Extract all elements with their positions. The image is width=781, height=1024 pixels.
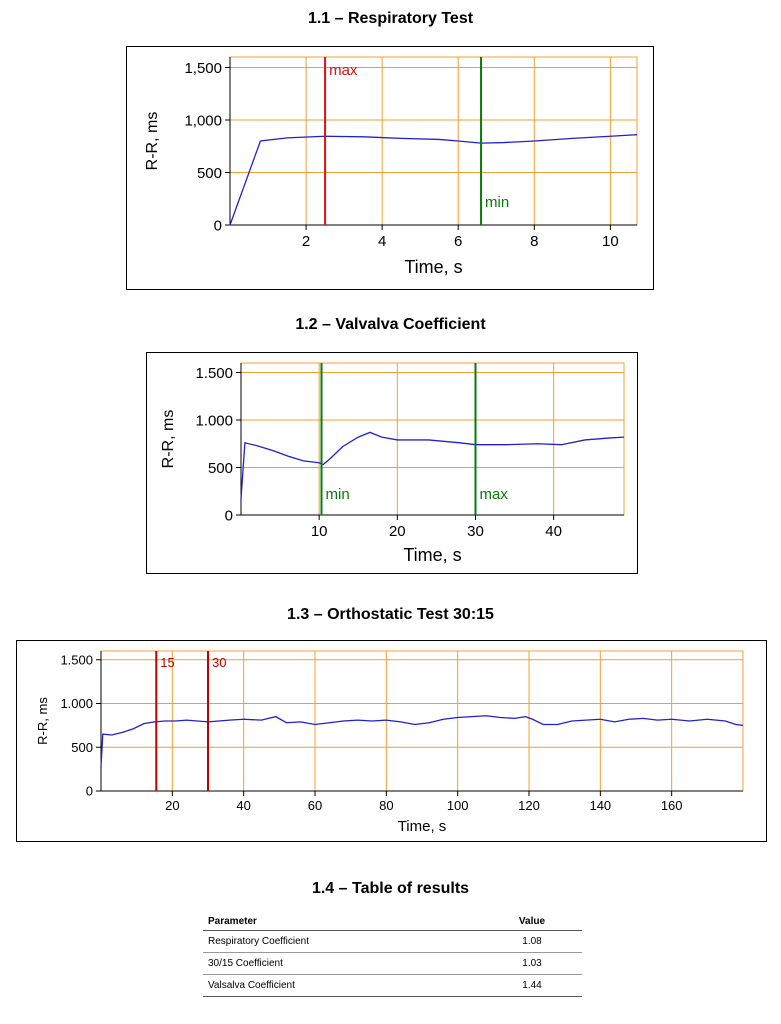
valsalva-chart: 0 500 1.000 1.500 10 20 30 40 Time, s R-R, ms min m… (160, 362, 625, 565)
results-table: Parameter Value Respiratory Coefficient … (203, 913, 582, 997)
chart-1-panel: 0 500 1,000 1,500 2 4 6 8 10 Time, s R-R, ms max min (126, 46, 654, 290)
x-tick-label: 20 (165, 798, 179, 813)
y-tick-label: 1.500 (195, 365, 233, 382)
row-parameter: Valsalva Coefficient (203, 974, 482, 997)
x-tick-label: 60 (308, 798, 322, 813)
header-value: Value (482, 913, 582, 931)
x-tick-label: 40 (545, 523, 562, 540)
marker-label: max (479, 486, 508, 503)
y-tick-label: 0 (214, 217, 222, 234)
chart-3-title: 1.3 – Orthostatic Test 30:15 (287, 606, 494, 623)
row-value: 1.44 (482, 974, 582, 997)
y-axis-label: R-R, ms (160, 410, 177, 469)
x-tick-label: 100 (447, 798, 469, 813)
row-value: 1.03 (482, 952, 582, 975)
y-tick-label: 500 (71, 740, 93, 755)
y-tick-label: 1,500 (184, 60, 222, 77)
marker-label: min (485, 194, 509, 211)
chart-2-panel: 0 500 1.000 1.500 10 20 30 40 Time, s R-R, ms min m… (146, 352, 638, 574)
row-parameter: Respiratory Coefficient (203, 930, 482, 953)
x-tick-label: 140 (589, 798, 611, 813)
x-tick-label: 4 (378, 233, 386, 250)
x-tick-label: 8 (530, 233, 538, 250)
respiratory-test-chart: 0 500 1,000 1,500 2 4 6 8 10 Time, s R-R, ms max min (144, 56, 638, 277)
plot-frame (229, 56, 638, 226)
chart-2-title: 1.2 – Valvalva Coefficient (295, 316, 486, 333)
table-title: 1.4 – Table of results (311, 880, 470, 897)
x-tick-label: 80 (379, 798, 393, 813)
x-axis-label: Time, s (398, 818, 447, 835)
chart-3-panel: 0 500 1.000 1.500 20 40 60 80 100 120 140 160 Time, … (16, 640, 767, 842)
series-line (229, 134, 638, 226)
row-value: 1.08 (482, 930, 582, 953)
x-tick-label: 160 (661, 798, 683, 813)
plot-frame (240, 362, 625, 516)
row-parameter: 30/15 Coefficient (203, 952, 482, 975)
y-tick-label: 500 (208, 460, 233, 477)
x-axis-label: Time, s (404, 257, 462, 277)
x-tick-label: 120 (518, 798, 540, 813)
y-axis-label: R-R, ms (144, 112, 161, 171)
y-tick-label: 1,000 (184, 112, 222, 129)
y-tick-label: 0 (225, 507, 233, 524)
chart-1-title: 1.1 – Respiratory Test (307, 10, 474, 27)
marker-label: 30 (212, 655, 226, 670)
y-tick-label: 1.000 (195, 412, 233, 429)
y-tick-label: 0 (86, 784, 93, 799)
header-parameter: Parameter (203, 913, 482, 931)
table-row: 30/15 Coefficient 1.03 (203, 952, 582, 975)
orthostatic-chart: 0 500 1.000 1.500 20 40 60 80 100 120 140 160 Time, … (35, 650, 744, 835)
series-line (240, 431, 625, 499)
series-line (100, 715, 744, 767)
x-tick-label: 10 (602, 233, 619, 250)
marker-label: min (326, 486, 350, 503)
x-axis-label: Time, s (403, 545, 461, 565)
y-tick-label: 500 (197, 165, 222, 182)
marker-label: 15 (160, 655, 174, 670)
table-row: Valsalva Coefficient 1.44 (203, 974, 582, 997)
y-tick-label: 1.500 (60, 652, 93, 667)
x-tick-label: 2 (302, 233, 310, 250)
y-axis-label: R-R, ms (35, 697, 50, 745)
table-row: Respiratory Coefficient 1.08 (203, 930, 582, 953)
x-tick-label: 10 (311, 523, 328, 540)
table-header-row: Parameter Value (203, 913, 582, 931)
x-tick-label: 20 (389, 523, 406, 540)
x-tick-label: 40 (236, 798, 250, 813)
x-tick-label: 30 (467, 523, 484, 540)
y-tick-label: 1.000 (60, 696, 93, 711)
x-tick-label: 6 (454, 233, 462, 250)
marker-label: max (329, 62, 358, 79)
